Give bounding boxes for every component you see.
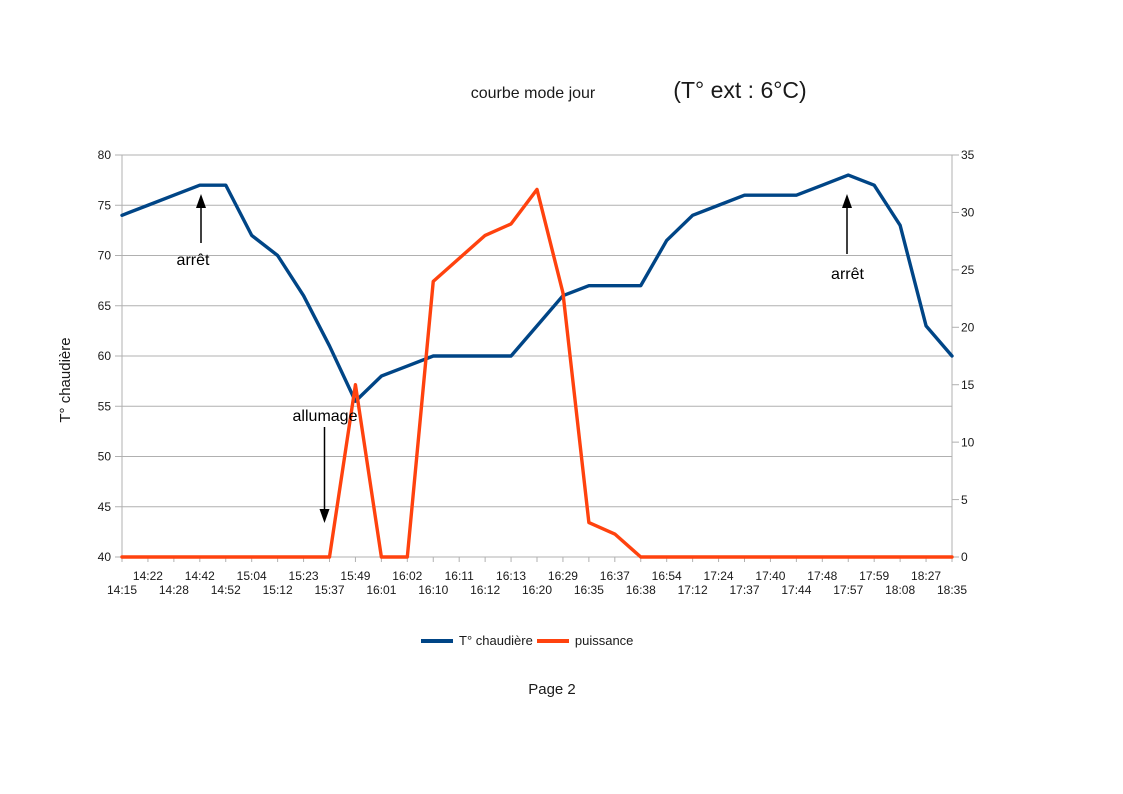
legend-item-temperature: T° chaudière bbox=[421, 633, 533, 648]
x-axis-label: 16:12 bbox=[470, 583, 500, 597]
x-axis-label: 14:42 bbox=[185, 569, 215, 583]
x-axis-label: 17:59 bbox=[859, 569, 889, 583]
x-axis-label: 16:10 bbox=[418, 583, 448, 597]
series-line-puissance bbox=[120, 187, 954, 559]
y-axis-label: 20 bbox=[961, 320, 975, 334]
x-axis-label: 17:44 bbox=[781, 583, 811, 597]
x-axis-label: 16:29 bbox=[548, 569, 578, 583]
right-axis-labels: 0 5 10 15 20 25 30 35 bbox=[952, 148, 975, 564]
x-axis-label: 15:49 bbox=[340, 569, 370, 583]
y-axis-label: 55 bbox=[98, 399, 112, 413]
chart-subtitle-ext-temperature: (T° ext : 6°C) bbox=[673, 77, 807, 103]
legend-line-swatch-puissance bbox=[536, 638, 569, 643]
x-axis-label: 15:04 bbox=[237, 569, 267, 583]
x-axis-label: 17:37 bbox=[729, 583, 759, 597]
annotation-arrt-0: arrêt bbox=[177, 194, 210, 269]
annotation-label: arrêt bbox=[831, 266, 864, 283]
arrow-down-head-icon bbox=[319, 509, 330, 523]
x-axis-label: 16:13 bbox=[496, 569, 526, 583]
y-axis-label: 80 bbox=[98, 148, 112, 162]
x-axis-label: 16:37 bbox=[600, 569, 630, 583]
chart-legend: T° chaudière puissance bbox=[421, 633, 633, 648]
x-axis-label: 14:52 bbox=[211, 583, 241, 597]
x-axis-label: 17:12 bbox=[678, 583, 708, 597]
y-axis-label: 10 bbox=[961, 435, 975, 449]
page-number: Page 2 bbox=[528, 681, 576, 698]
y-axis-label: 60 bbox=[98, 349, 112, 363]
y-axis-label: 5 bbox=[961, 493, 968, 507]
y-axis-label: 70 bbox=[98, 249, 112, 263]
annotation-label: arrêt bbox=[177, 252, 210, 269]
legend-label-puissance: puissance bbox=[574, 633, 634, 648]
y-axis-label: 0 bbox=[961, 550, 968, 564]
y-axis-label: 45 bbox=[98, 500, 112, 514]
y-axis-label: 40 bbox=[98, 550, 112, 564]
y-axis-label: 30 bbox=[961, 206, 975, 220]
x-axis-label: 17:40 bbox=[755, 569, 785, 583]
x-axis-label: 14:28 bbox=[159, 583, 189, 597]
gridlines bbox=[122, 154, 952, 558]
x-axis-label: 15:37 bbox=[314, 583, 344, 597]
x-axis-label: 14:15 bbox=[107, 583, 137, 597]
x-axis-label: 16:38 bbox=[626, 583, 656, 597]
x-axis-label: 15:23 bbox=[289, 569, 319, 583]
x-axis-label: 16:11 bbox=[445, 569, 474, 583]
x-axis-label: 18:35 bbox=[937, 583, 967, 597]
y-axis-label: 25 bbox=[961, 263, 975, 277]
annotation-arrt-2: arrêt bbox=[831, 194, 865, 283]
left-axis-labels: 40 45 50 55 60 65 70 75 80 bbox=[98, 148, 122, 564]
chart-title: courbe mode jour bbox=[470, 85, 596, 102]
x-axis-label: 17:48 bbox=[807, 569, 837, 583]
x-axis-label: 17:24 bbox=[704, 569, 734, 583]
x-axis-labels: 14:1514:2214:2814:4214:5215:0415:1215:23… bbox=[107, 557, 967, 597]
x-axis-label: 16:54 bbox=[652, 569, 682, 583]
arrow-up-head-icon bbox=[842, 194, 852, 208]
x-axis-label: 18:08 bbox=[885, 583, 915, 597]
y-axis-label: 65 bbox=[98, 299, 112, 313]
x-axis-label: 16:35 bbox=[574, 583, 604, 597]
x-axis-label: 16:02 bbox=[392, 569, 422, 583]
y-axis-label: 75 bbox=[98, 198, 112, 212]
y-axis-label: 15 bbox=[961, 378, 975, 392]
legend-item-puissance: puissance bbox=[536, 633, 634, 648]
x-axis-label: 18:27 bbox=[911, 569, 941, 583]
arrow-up-head-icon bbox=[196, 194, 206, 208]
annotation-label: allumage bbox=[293, 408, 358, 425]
y-axis-title: T° chaudière bbox=[57, 337, 74, 422]
annotation-allumage-1: allumage bbox=[293, 408, 358, 523]
x-axis-label: 16:01 bbox=[366, 583, 396, 597]
y-axis-label: 50 bbox=[98, 450, 112, 464]
legend-line-swatch-temperature bbox=[421, 638, 453, 643]
x-axis-label: 17:57 bbox=[833, 583, 863, 597]
legend-label-temperature: T° chaudière bbox=[459, 633, 533, 648]
x-axis-label: 14:22 bbox=[133, 569, 163, 583]
series-line-temperature bbox=[120, 173, 954, 403]
x-axis-label: 15:12 bbox=[263, 583, 293, 597]
x-axis-label: 16:20 bbox=[522, 583, 552, 597]
y-axis-label: 35 bbox=[961, 148, 975, 162]
